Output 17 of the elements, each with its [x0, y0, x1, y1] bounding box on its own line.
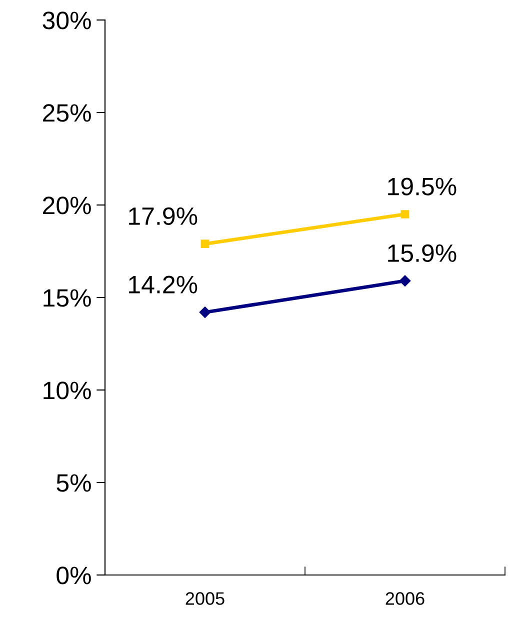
data-label: 17.9%	[129, 207, 198, 226]
y-tick-label: 20%	[43, 196, 91, 214]
data-label: 14.2%	[129, 276, 198, 294]
x-tick-label: 2006	[386, 592, 424, 605]
x-tick-label: 2005	[186, 592, 224, 605]
point	[200, 240, 210, 248]
y-tick-label: 25%	[43, 104, 91, 122]
y-tick-label: 10%	[44, 382, 91, 400]
y-tick-label: 0%	[56, 566, 91, 584]
point	[400, 210, 410, 218]
point	[199, 306, 211, 318]
data-label: 19.5%	[388, 178, 456, 196]
y-tick-label: 30%	[42, 12, 91, 30]
y-tick-label: 5%	[56, 474, 91, 492]
data-label: 15.9%	[388, 244, 456, 262]
y-tick-label: 15%	[44, 289, 91, 307]
point	[399, 275, 411, 286]
